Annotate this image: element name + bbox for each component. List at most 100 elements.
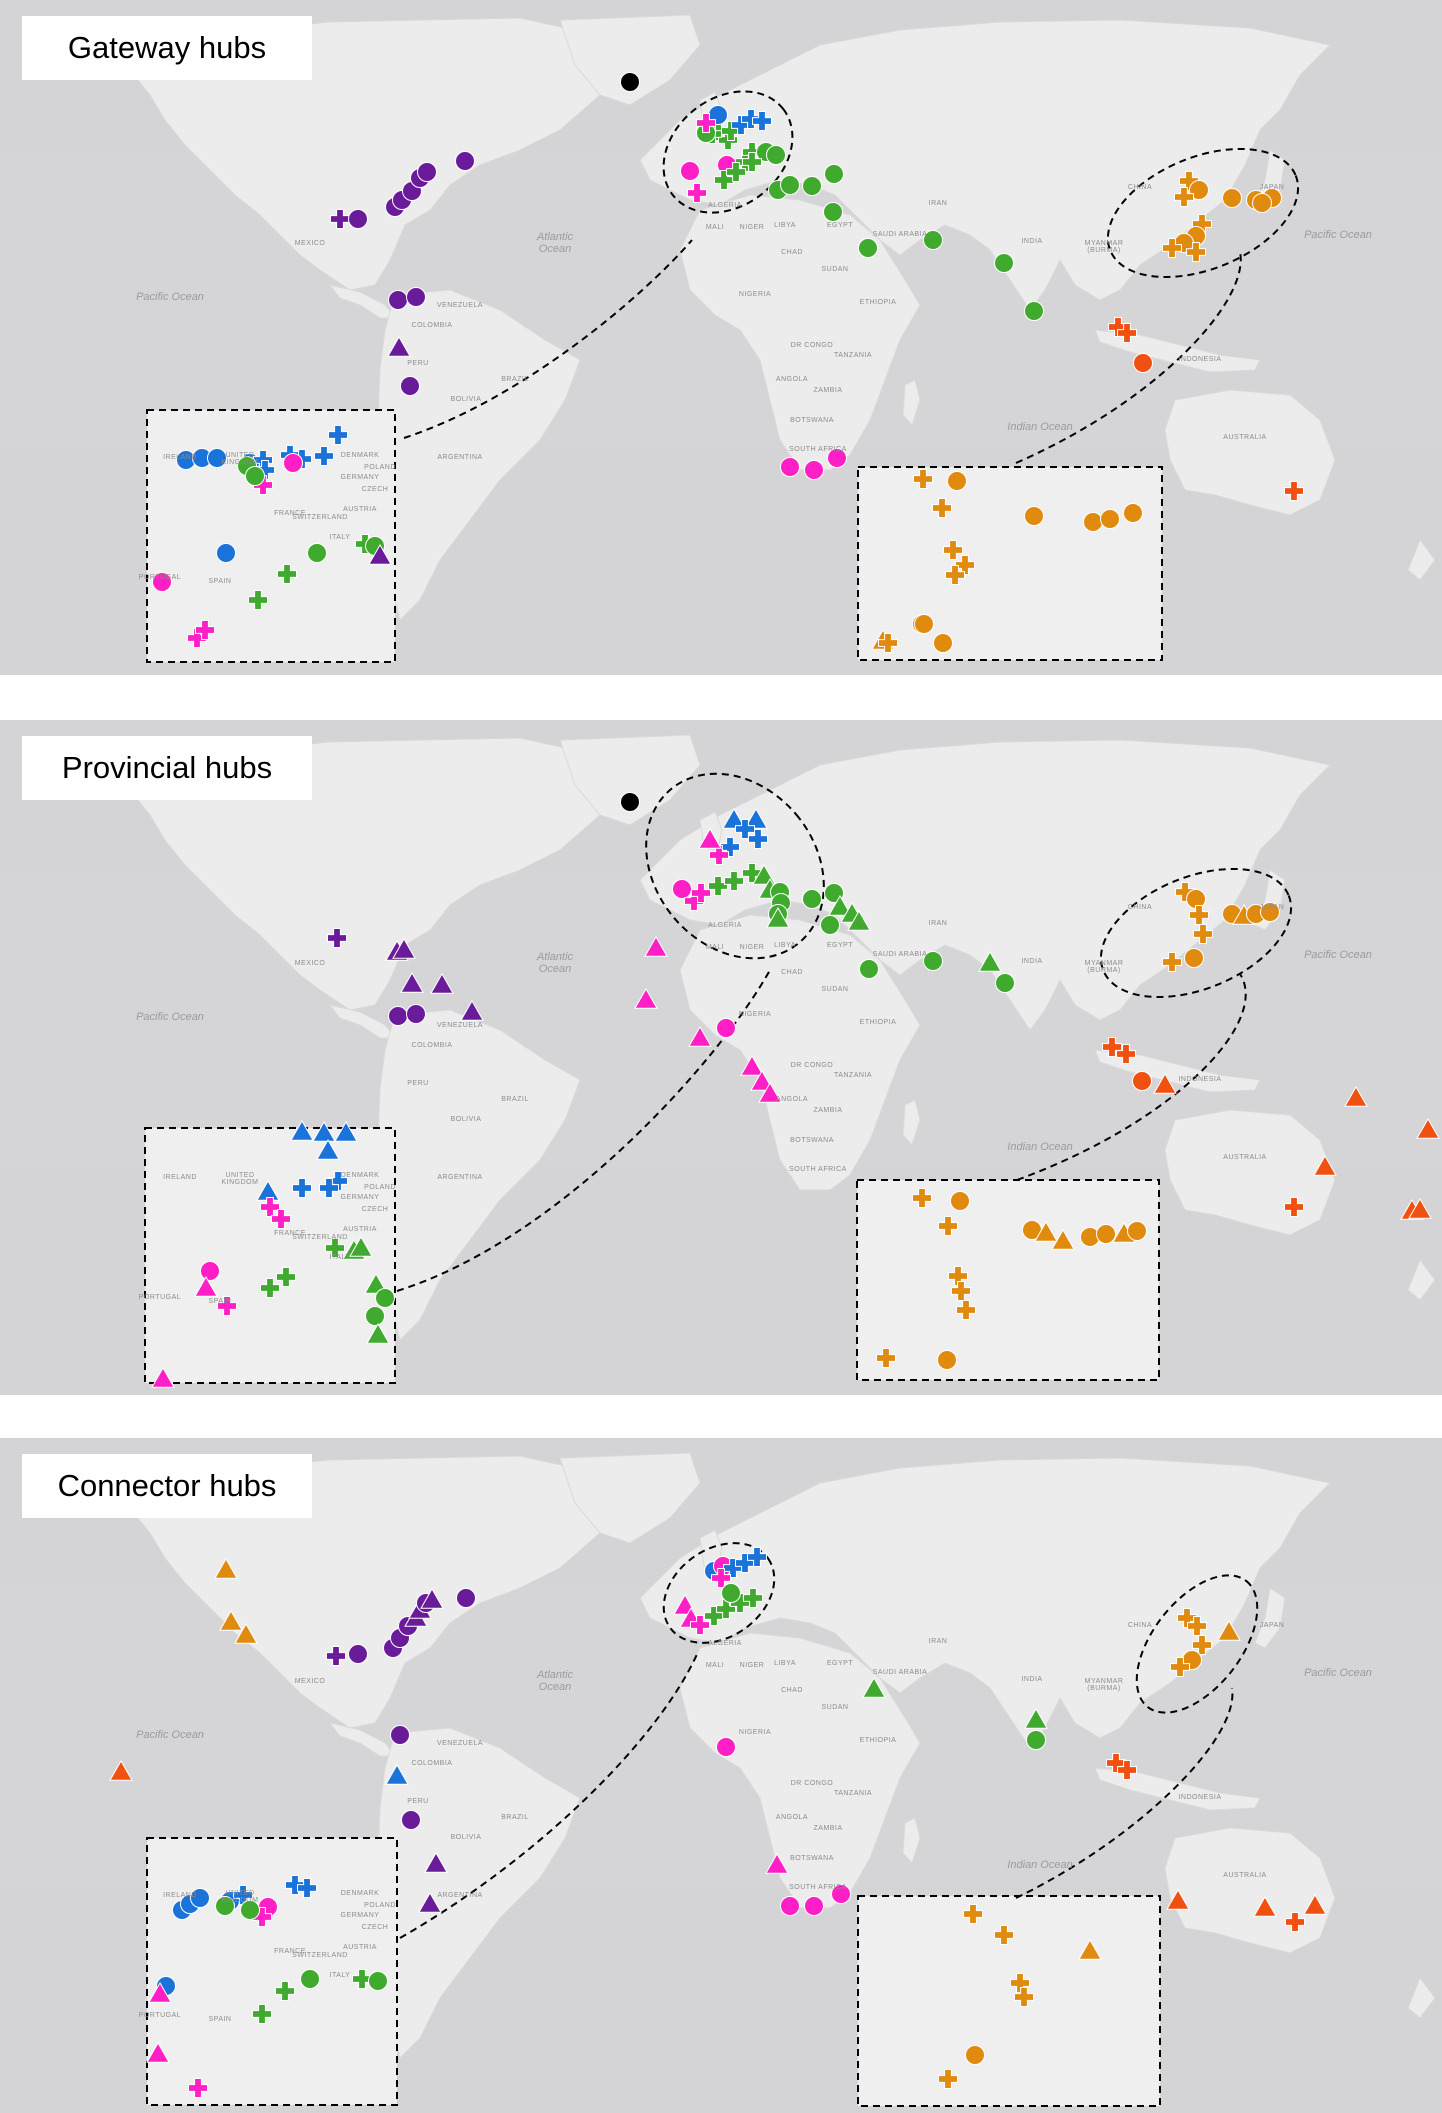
blue-plus-marker <box>752 111 772 131</box>
orange-plus-marker <box>1174 187 1194 207</box>
magenta-plus-marker <box>187 628 207 648</box>
orange-circle-marker <box>1024 506 1044 526</box>
magenta-plus-marker <box>709 845 729 865</box>
purple-circle-marker <box>406 287 426 307</box>
orange-circle-marker <box>914 614 934 634</box>
blue-triangle-marker <box>290 1119 314 1141</box>
magenta-triangle-marker <box>634 987 658 1009</box>
orange-circle-marker <box>1083 512 1103 532</box>
orange-plus-marker <box>1162 952 1182 972</box>
magenta-triangle-marker <box>698 827 722 849</box>
country-label: LIBYA <box>774 942 796 949</box>
magenta-circle-marker <box>680 161 700 181</box>
country-label: ZAMBIA <box>813 1825 843 1832</box>
magenta-plus-marker <box>271 1209 291 1229</box>
red_orange-triangle-marker <box>1253 1895 1277 1917</box>
country-label: ALGERIA <box>708 922 742 929</box>
country-label: UNITED KINGDOM <box>221 1172 259 1187</box>
orange-circle-marker <box>1222 188 1242 208</box>
country-label: BOTSWANA <box>790 1855 834 1862</box>
country-label: AUSTRALIA <box>1223 1872 1267 1879</box>
green-plus-marker <box>248 590 268 610</box>
country-label: SWITZERLAND <box>292 1234 348 1241</box>
magenta-plus-marker <box>217 1296 237 1316</box>
orange-circle-marker <box>937 1350 957 1370</box>
madagascar-landmass <box>902 1817 921 1864</box>
country-label: DENMARK <box>340 452 380 459</box>
purple-triangle-marker <box>424 1851 448 1873</box>
green-circle-marker <box>1026 1730 1046 1750</box>
country-label: BRAZIL <box>501 1096 529 1103</box>
country-label: DR CONGO <box>790 1780 834 1787</box>
panel-title: Gateway hubs <box>67 30 267 65</box>
country-label: CHAD <box>781 1687 803 1694</box>
country-label: BOTSWANA <box>790 1137 834 1144</box>
magenta-circle-marker <box>283 453 303 473</box>
country-label: SPAIN <box>208 578 232 585</box>
orange-triangle-marker <box>1034 1220 1058 1242</box>
blue-plus-marker <box>292 1178 312 1198</box>
magenta-circle-marker <box>716 1018 736 1038</box>
orange-triangle-marker <box>219 1609 243 1631</box>
africa-landmass <box>679 914 921 1191</box>
country-label: SWITZERLAND <box>292 514 348 521</box>
country-label: TANZANIA <box>833 352 873 359</box>
magenta-triangle-marker <box>146 2041 170 2063</box>
black-circle-marker <box>620 792 640 812</box>
indonesia-landmass <box>1094 1049 1261 1093</box>
purple-circle-marker <box>348 1644 368 1664</box>
country-label: BOLIVIA <box>450 1834 482 1841</box>
new-zealand-landmass <box>1407 538 1436 581</box>
callout-line <box>403 239 693 439</box>
blue-triangle-marker <box>722 807 746 829</box>
country-label: MYANMAR (BURMA) <box>1084 1678 1124 1693</box>
country-label: GERMANY <box>340 474 380 481</box>
country-label: INDONESIA <box>1178 1076 1222 1083</box>
inset-box <box>146 1837 398 2106</box>
ocean-label: Pacific Ocean <box>136 291 204 303</box>
blue-circle-marker <box>216 543 236 563</box>
country-label: JAPAN <box>1259 184 1285 191</box>
orange-circle-marker <box>1260 902 1280 922</box>
orange-plus-marker <box>945 565 965 585</box>
country-label: CHAD <box>781 969 803 976</box>
country-label: ALGERIA <box>708 202 742 209</box>
orange-circle-marker <box>947 471 967 491</box>
country-label: INDONESIA <box>1178 1794 1222 1801</box>
country-label: BOTSWANA <box>790 417 834 424</box>
orange-circle-marker <box>1252 193 1272 213</box>
orange-plus-marker <box>963 1904 983 1924</box>
panel-title: Provincial hubs <box>61 750 273 785</box>
green-circle-marker <box>858 238 878 258</box>
country-label: AUSTRIA <box>343 506 377 513</box>
country-label: DR CONGO <box>790 342 834 349</box>
orange-plus-marker <box>956 1300 976 1320</box>
magenta-circle-marker <box>831 1884 851 1904</box>
callout-line <box>1016 973 1247 1181</box>
green-triangle-marker <box>349 1235 373 1257</box>
magenta-triangle-marker <box>151 1366 175 1388</box>
black-circle-marker <box>620 72 640 92</box>
green-circle-marker <box>721 1583 741 1603</box>
blue-triangle-marker <box>312 1120 336 1142</box>
country-label: EGYPT <box>826 222 854 229</box>
orange-circle-marker <box>950 1191 970 1211</box>
country-label: JAPAN <box>1259 1622 1285 1629</box>
country-label: ITALY <box>329 1254 351 1261</box>
country-label: AUSTRALIA <box>1223 1154 1267 1161</box>
country-label: POLAND <box>364 1184 396 1191</box>
country-label: FRANCE <box>274 1948 306 1955</box>
country-label: UNITED KINGDOM <box>221 452 259 467</box>
ocean-label: Pacific Ocean <box>1304 229 1372 241</box>
country-label: FRANCE <box>274 1230 306 1237</box>
orange-plus-marker <box>932 498 952 518</box>
purple-circle-marker <box>401 1810 421 1830</box>
green-circle-marker <box>994 253 1014 273</box>
country-label: BOLIVIA <box>450 396 482 403</box>
green-circle-marker <box>215 1896 235 1916</box>
red_orange-triangle-marker <box>1344 1085 1368 1107</box>
green-plus-marker <box>726 162 746 182</box>
green-circle-marker <box>368 1971 388 1991</box>
indonesia-landmass <box>1094 329 1261 373</box>
new-zealand-landmass <box>1407 1976 1436 2019</box>
